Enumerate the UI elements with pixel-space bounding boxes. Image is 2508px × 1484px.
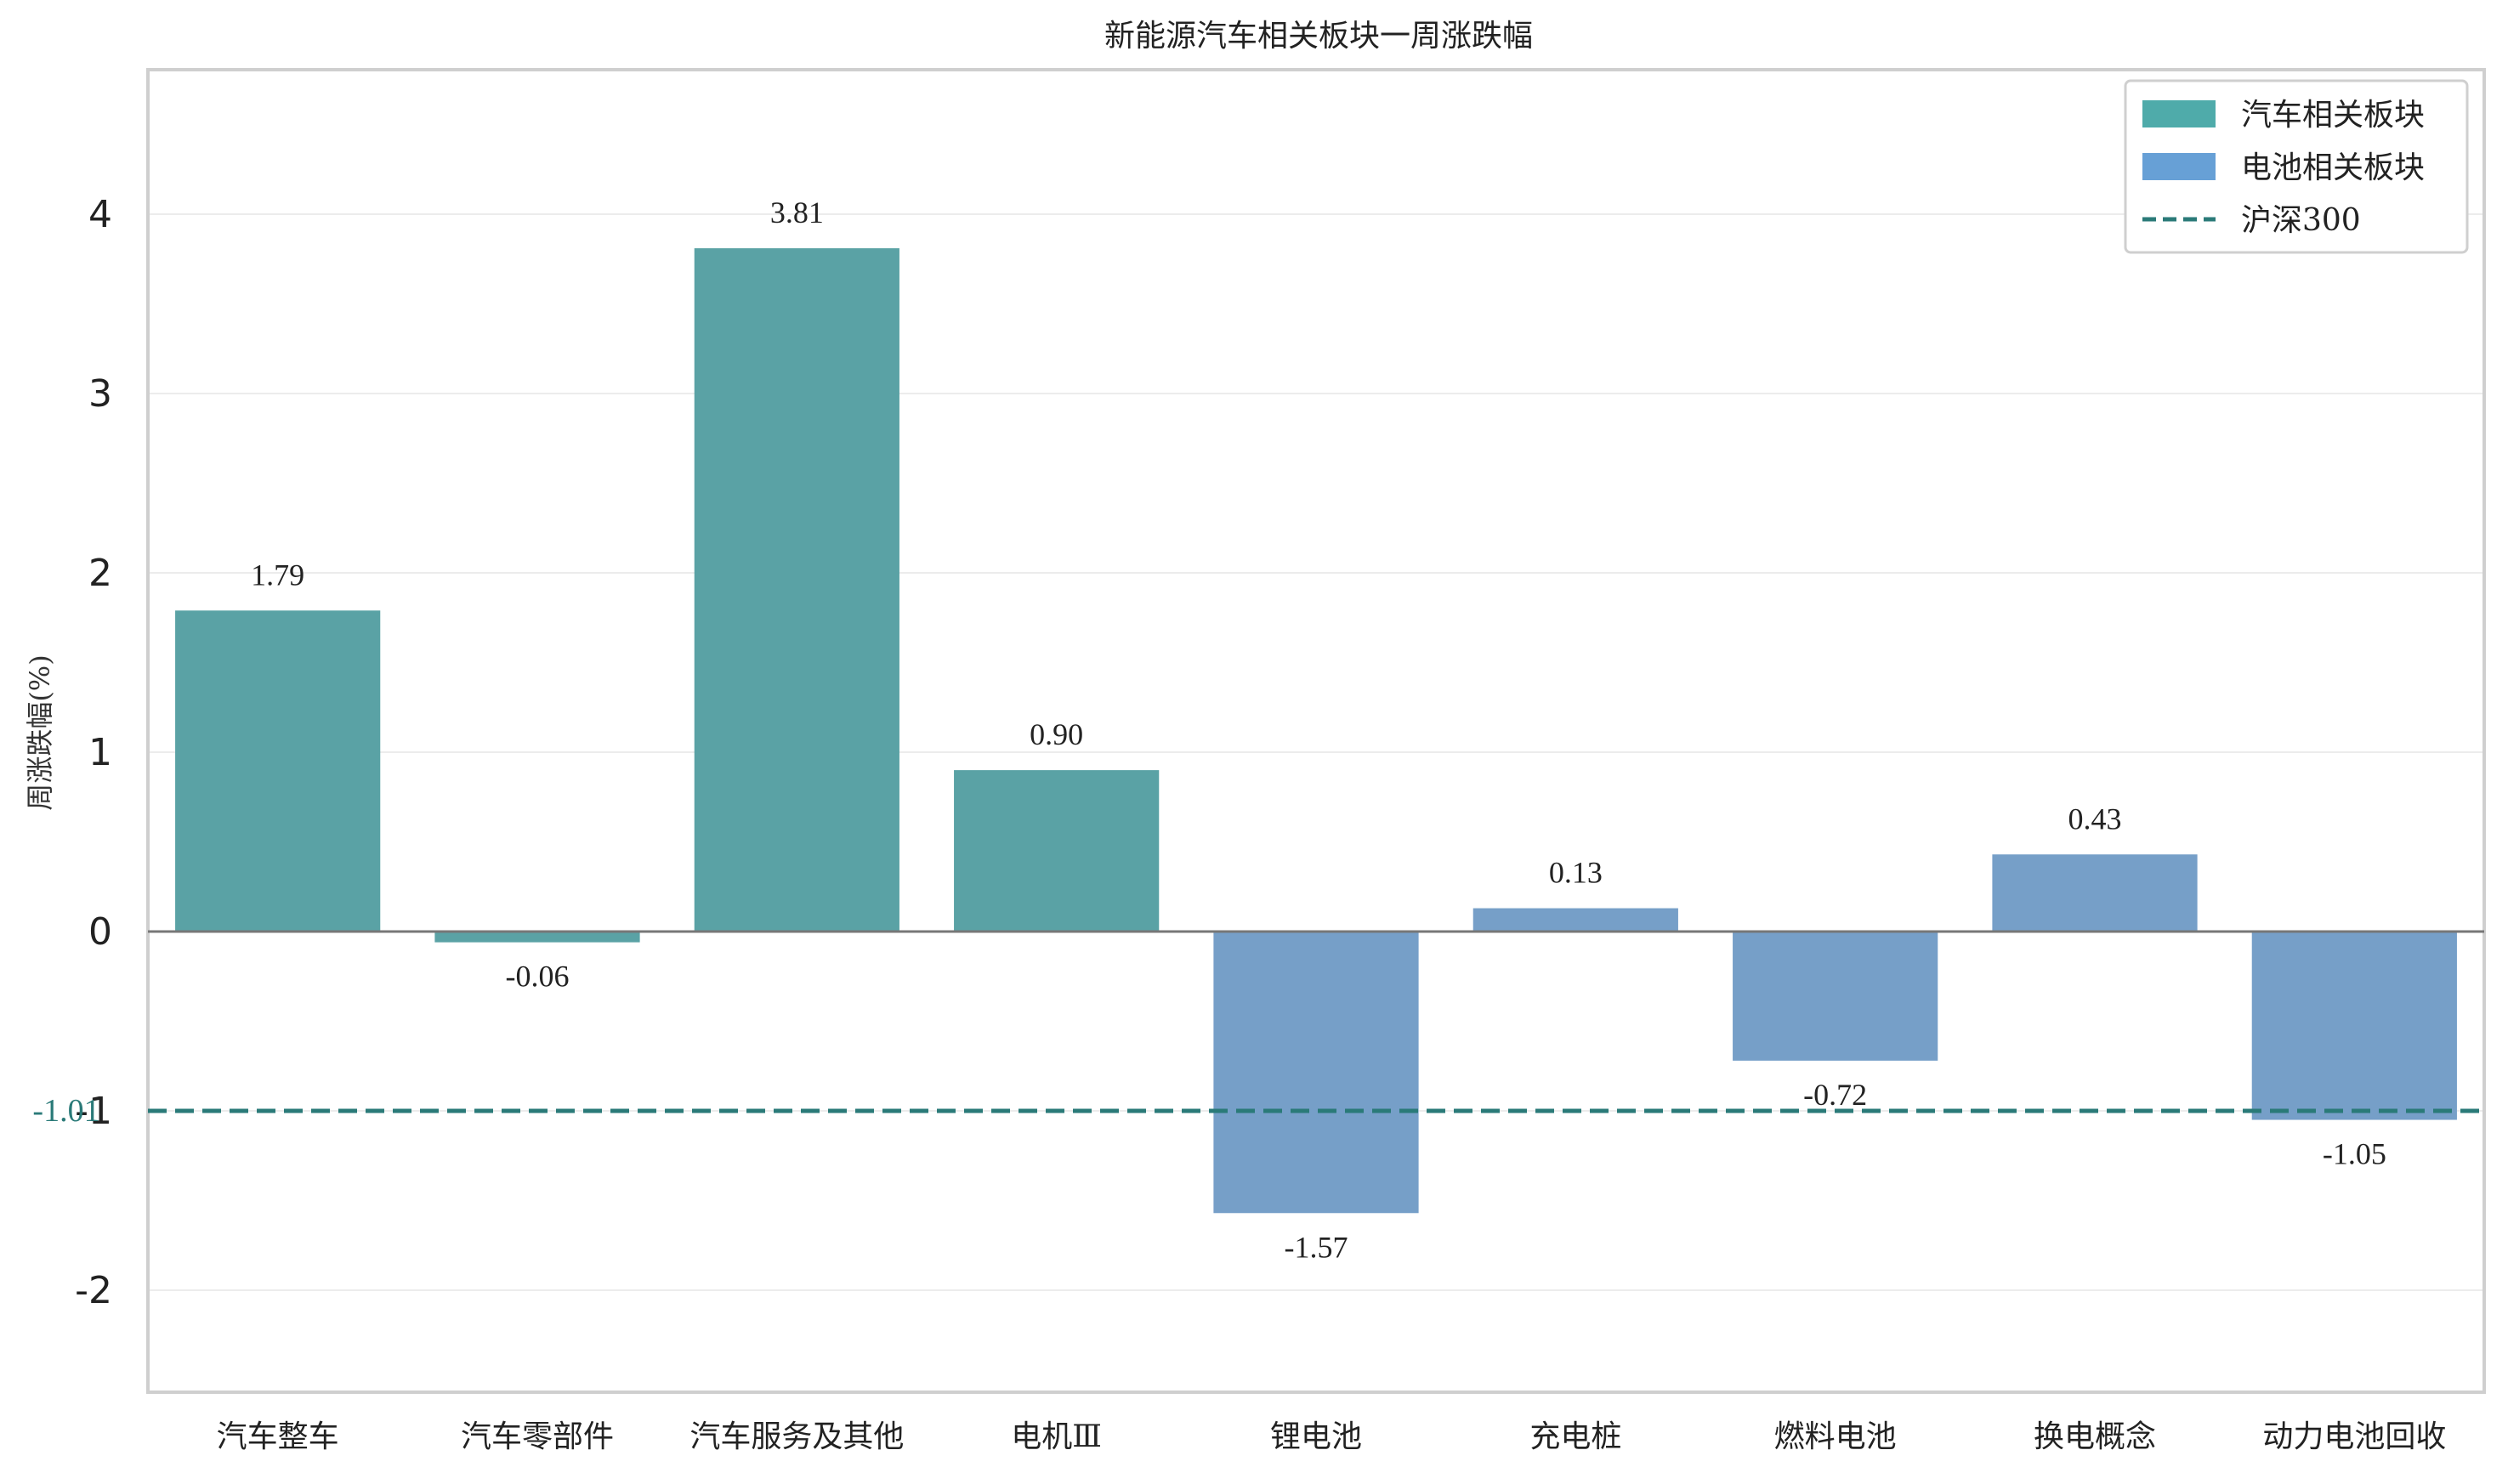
x-tick-label: 充电桩 (1529, 1419, 1621, 1454)
x-tick-label: 换电概念 (2034, 1419, 2156, 1454)
chart-title: 新能源汽车相关板块一周涨跌幅 (1104, 19, 1533, 54)
bar (1733, 932, 1938, 1061)
plot-frame (146, 68, 2486, 1394)
y-axis-ticks: -2 -1 0 1 2 3 4 (75, 193, 112, 1312)
data-label: -1.05 (2323, 1137, 2386, 1171)
bar (1213, 932, 1419, 1214)
bar (434, 932, 640, 943)
y-tick-label: -1 (75, 1090, 112, 1133)
y-tick-label: 1 (88, 731, 112, 774)
y-tick-label: 2 (88, 552, 112, 595)
legend-label-hs300: 沪深300 (2241, 203, 2361, 238)
bar (2251, 932, 2457, 1120)
data-labels: 1.79 -0.06 3.81 0.90 -1.57 0.13 -0.72 0.43 -1.05 (251, 195, 2386, 1264)
x-tick-label: 汽车整车 (217, 1419, 339, 1454)
x-tick-label: 电机Ⅲ (1011, 1419, 1102, 1454)
y-tick-label: 0 (88, 910, 112, 954)
data-label: 0.13 (1549, 856, 1603, 890)
data-label: 3.81 (770, 195, 824, 229)
y-tick-label: 3 (88, 372, 112, 416)
legend-label-battery: 电池相关板块 (2241, 150, 2425, 185)
bar (954, 770, 1160, 932)
reference-line-label: -1.01 (32, 1093, 99, 1129)
legend: 汽车相关板块 电池相关板块 沪深300 (2124, 79, 2469, 254)
x-tick-label: 燃料电池 (1774, 1419, 1897, 1454)
bar (694, 248, 899, 932)
x-tick-label: 汽车服务及其他 (689, 1419, 904, 1454)
data-label: -0.72 (1803, 1078, 1867, 1112)
y-tick-label: 4 (88, 193, 112, 236)
legend-swatch-battery (2142, 153, 2216, 180)
x-tick-label: 汽车零部件 (461, 1419, 614, 1454)
y-axis-label: 周涨跌幅(%) (24, 654, 56, 810)
x-tick-label: 锂电池 (1270, 1419, 1362, 1454)
bar (1472, 908, 1678, 932)
legend-label-auto: 汽车相关板块 (2241, 98, 2425, 133)
bar (175, 610, 381, 932)
data-label: -1.57 (1285, 1230, 1348, 1264)
data-label: 1.79 (251, 558, 304, 592)
data-label: 0.90 (1030, 717, 1083, 751)
data-label: -0.06 (506, 960, 570, 994)
legend-swatch-auto (2142, 100, 2216, 127)
bars (175, 248, 2457, 1214)
x-axis-ticks: 汽车整车 汽车零部件 汽车服务及其他 电机Ⅲ 锂电池 充电桩 燃料电池 换电概念 动力电池回收 (217, 1419, 2447, 1454)
y-tick-label: -2 (75, 1269, 112, 1312)
x-tick-label: 动力电池回收 (2262, 1419, 2446, 1454)
data-label: 0.43 (2068, 801, 2122, 835)
bar (1992, 854, 2198, 932)
